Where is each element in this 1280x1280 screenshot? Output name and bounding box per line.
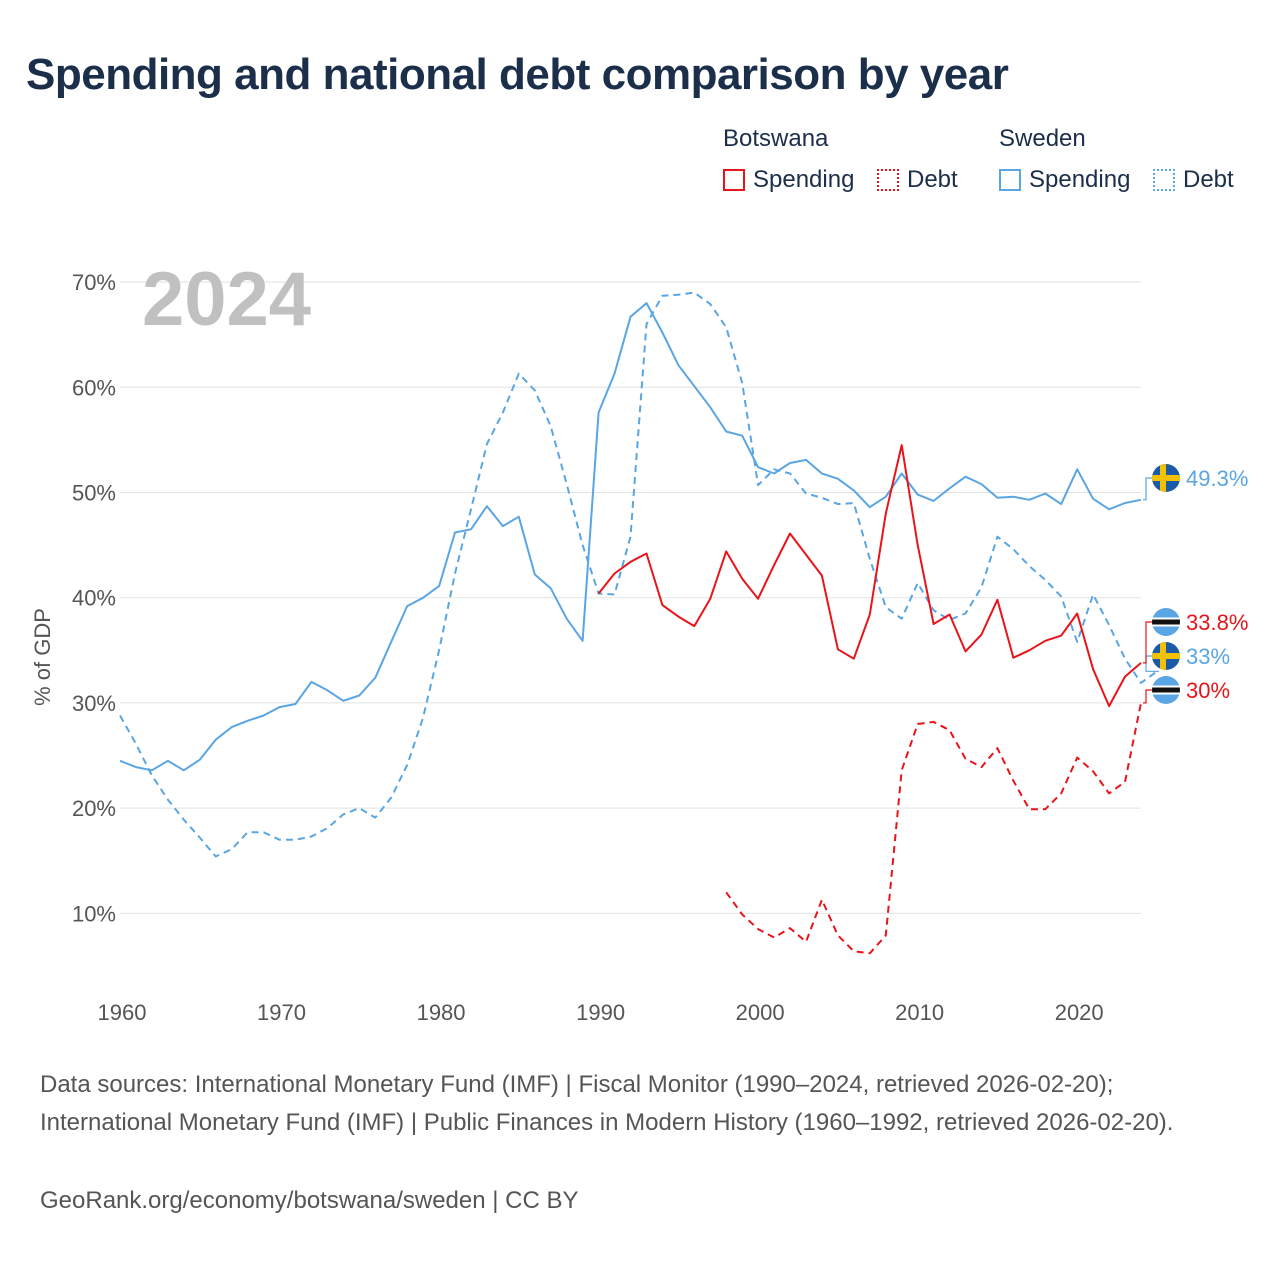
- y-tick-label: 70%: [72, 270, 116, 295]
- data-sources: Data sources: International Monetary Fun…: [40, 1071, 1174, 1136]
- legend-label: Debt: [907, 166, 958, 193]
- x-tick-label: 1960: [98, 1000, 147, 1025]
- y-tick-label: 50%: [72, 480, 116, 505]
- legend-swatch-solid-blue: [999, 169, 1021, 191]
- x-tick-label: 1980: [417, 1000, 466, 1025]
- end-connector: [1143, 477, 1152, 501]
- y-axis-ticks: 10% 20% 30% 40% 50% 60% 70%: [72, 270, 116, 926]
- y-tick-label: 40%: [72, 586, 116, 611]
- end-markers: 49.3% 33% 33.8% 30%: [1143, 464, 1248, 704]
- end-connector: [1143, 689, 1152, 704]
- x-tick-label: 1990: [576, 1000, 625, 1025]
- end-value-label: 33.8%: [1186, 610, 1248, 635]
- botswana-spending-line[interactable]: [597, 444, 1142, 708]
- y-tick-label: 60%: [72, 375, 116, 400]
- sweden-flag-icon: [1152, 464, 1180, 492]
- legend-botswana-label: Botswana: [723, 125, 829, 152]
- y-tick-label: 30%: [72, 691, 116, 716]
- series-lines: [119, 291, 1158, 955]
- end-value-label: 33%: [1186, 644, 1230, 669]
- end-value-label: 49.3%: [1186, 466, 1248, 491]
- x-tick-label: 2020: [1055, 1000, 1104, 1025]
- legend-botswana-debt[interactable]: Debt: [877, 166, 958, 194]
- legend-swatch-solid-red: [723, 169, 745, 191]
- x-axis-ticks: 1960 1970 1980 1990 2000 2010 2020: [98, 1000, 1104, 1025]
- legend-swatch-dotted-blue: [1153, 169, 1175, 191]
- legend-label: Spending: [753, 166, 855, 193]
- botswana-flag-icon: [1152, 676, 1180, 704]
- line-chart: 2024 10%20%30%40%50%60%70% 1960 1970 1980 1…: [30, 257, 1248, 1025]
- legend-sweden-label: Sweden: [999, 125, 1086, 152]
- sweden-debt-line[interactable]: [119, 291, 1158, 858]
- botswana-debt-line[interactable]: [725, 702, 1142, 955]
- end-value-label: 30%: [1186, 678, 1230, 703]
- gridlines: [120, 281, 1141, 914]
- y-tick-label: 20%: [72, 796, 116, 821]
- x-tick-label: 2010: [895, 1000, 944, 1025]
- current-year-watermark: 2024: [142, 257, 311, 342]
- x-tick-label: 2000: [736, 1000, 785, 1025]
- credit-link[interactable]: GeoRank.org/economy/botswana/sweden | CC…: [40, 1187, 579, 1214]
- end-connector: [1143, 621, 1152, 664]
- sweden-flag-icon: [1152, 642, 1180, 670]
- legend-label: Debt: [1183, 166, 1234, 193]
- y-axis-label: % of GDP: [30, 608, 55, 706]
- y-tick-label: 10%: [72, 901, 116, 926]
- legend-sweden-spending[interactable]: Spending: [999, 166, 1130, 194]
- chart-title: Spending and national debt comparison by…: [26, 50, 1009, 99]
- end-connector: [1145, 655, 1159, 672]
- legend-label: Spending: [1029, 166, 1131, 193]
- x-tick-label: 1970: [257, 1000, 306, 1025]
- legend-swatch-dotted-red: [877, 169, 899, 191]
- sweden-spending-line[interactable]: [119, 302, 1142, 772]
- legend-botswana-spending[interactable]: Spending: [723, 166, 854, 194]
- botswana-flag-icon: [1152, 608, 1180, 636]
- legend-sweden-debt[interactable]: Debt: [1153, 166, 1234, 194]
